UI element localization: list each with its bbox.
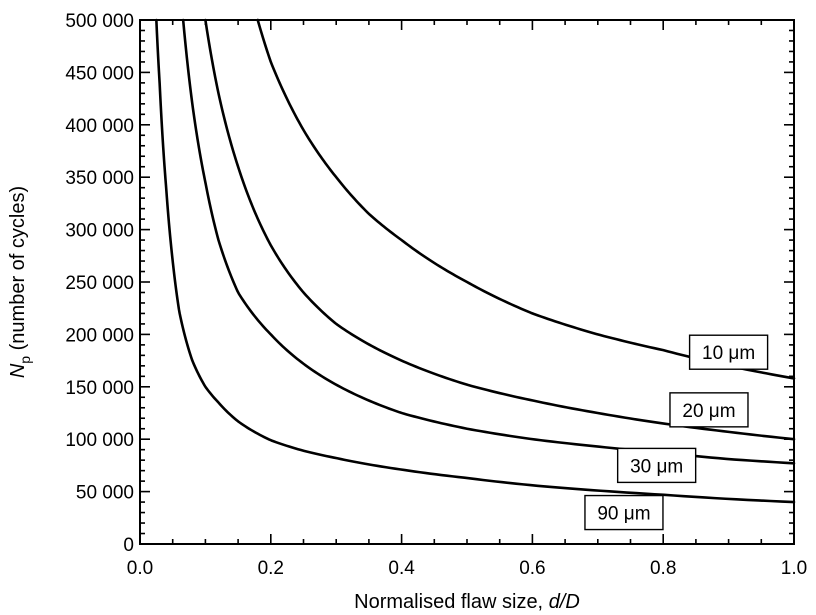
series-curve-20-m bbox=[204, 18, 796, 441]
series-label-30-m: 30 μm bbox=[616, 447, 697, 484]
series-curve-10-m bbox=[256, 18, 796, 380]
series-label-10-m: 10 μm bbox=[688, 334, 769, 370]
series-label-90-m: 90 μm bbox=[584, 494, 664, 531]
x-tick-label: 0.8 bbox=[650, 558, 676, 579]
y-tick-label: 450 000 bbox=[65, 63, 134, 84]
x-tick-label: 0.0 bbox=[127, 558, 153, 579]
series-labels-layer: 10 μm 20 μm 30 μm 90 μm bbox=[584, 334, 769, 531]
series-label-text: 30 μm bbox=[630, 456, 683, 477]
series-label-box bbox=[584, 494, 664, 531]
series-label-20-m: 20 μm bbox=[669, 392, 749, 428]
y-tick-label: 150 000 bbox=[65, 378, 134, 399]
x-axis-title: Normalised flaw size, d/D bbox=[354, 591, 580, 613]
y-axis-title-rest: (number of cycles) bbox=[7, 186, 29, 356]
x-axis-title-variable: d/D bbox=[549, 591, 580, 613]
x-tick-label: 1.0 bbox=[781, 558, 807, 579]
y-tick-label: 200 000 bbox=[65, 325, 134, 346]
y-axis-title: Np (number of cycles) bbox=[7, 186, 33, 378]
series-label-box bbox=[669, 392, 749, 428]
y-axis-title-subscript: p bbox=[17, 356, 33, 364]
y-tick-label: 400 000 bbox=[65, 116, 134, 137]
y-tick-label: 250 000 bbox=[65, 273, 134, 294]
plot-frame bbox=[139, 19, 795, 545]
y-tick-label: 300 000 bbox=[65, 221, 134, 242]
y-axis-title-variable: N bbox=[7, 363, 29, 378]
x-tick-label: 0.6 bbox=[519, 558, 545, 579]
curves-layer bbox=[155, 18, 796, 504]
y-tick-labels: 0 50 000 100 000 150 000 200 000 250 000 300 0… bbox=[65, 11, 134, 556]
y-tick-label: 500 000 bbox=[65, 11, 134, 32]
series-curve-30-m bbox=[181, 18, 796, 465]
series-curve-90-m bbox=[155, 18, 796, 504]
series-label-box bbox=[688, 334, 769, 370]
x-axis-title-prefix: Normalised flaw size, bbox=[354, 591, 549, 613]
x-tick-label: 0.2 bbox=[258, 558, 284, 579]
x-tick-label: 0.4 bbox=[388, 558, 415, 579]
series-label-text: 10 μm bbox=[702, 343, 755, 364]
y-tick-label: 50 000 bbox=[76, 483, 134, 504]
y-tick-label: 100 000 bbox=[65, 430, 134, 451]
series-label-box bbox=[616, 447, 697, 484]
series-label-text: 90 μm bbox=[597, 504, 650, 525]
y-tick-label: 0 bbox=[123, 535, 134, 556]
series-label-text: 20 μm bbox=[682, 401, 735, 422]
y-tick-label: 350 000 bbox=[65, 168, 134, 189]
x-tick-labels: 0.0 0.2 0.4 0.6 0.8 1.0 bbox=[127, 558, 807, 579]
